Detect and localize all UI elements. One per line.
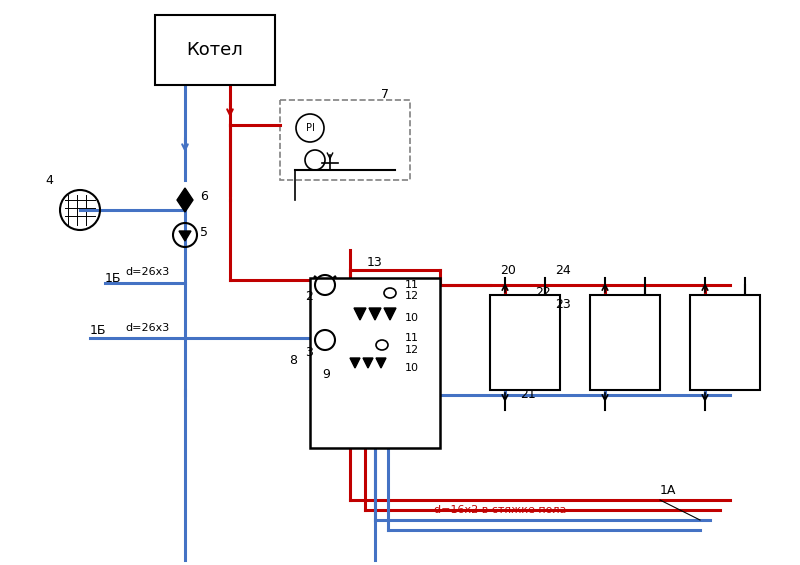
Text: d=26x3: d=26x3 bbox=[126, 323, 170, 333]
Text: 1А: 1А bbox=[660, 484, 676, 497]
Text: 21: 21 bbox=[520, 389, 536, 402]
Bar bbox=[310, 278, 440, 448]
Text: 7: 7 bbox=[381, 89, 389, 102]
Text: 10: 10 bbox=[405, 313, 419, 323]
Text: 24: 24 bbox=[555, 263, 570, 276]
Bar bbox=[690, 295, 760, 390]
Bar bbox=[155, 15, 275, 85]
Bar bbox=[280, 100, 410, 180]
Text: Котел: Котел bbox=[186, 41, 243, 59]
Text: 20: 20 bbox=[500, 263, 516, 276]
Polygon shape bbox=[363, 358, 373, 368]
Text: d=16x2 в стяжке пола: d=16x2 в стяжке пола bbox=[434, 505, 566, 515]
Text: 9: 9 bbox=[322, 368, 330, 381]
Text: d=26x3: d=26x3 bbox=[126, 267, 170, 277]
Text: 1Б: 1Б bbox=[90, 324, 106, 337]
Polygon shape bbox=[177, 188, 193, 200]
Polygon shape bbox=[350, 358, 360, 368]
Text: 1Б: 1Б bbox=[105, 272, 122, 285]
Text: 3: 3 bbox=[305, 346, 313, 359]
Text: 2: 2 bbox=[305, 290, 313, 303]
Text: 6: 6 bbox=[200, 189, 208, 202]
Polygon shape bbox=[369, 308, 381, 320]
Text: 12: 12 bbox=[405, 345, 419, 355]
Text: 4: 4 bbox=[45, 173, 53, 186]
Text: 8: 8 bbox=[289, 354, 297, 367]
Text: PI: PI bbox=[306, 123, 314, 133]
Bar bbox=[590, 295, 660, 390]
Text: 5: 5 bbox=[200, 227, 208, 240]
Text: 23: 23 bbox=[555, 298, 570, 311]
Polygon shape bbox=[177, 200, 193, 212]
Polygon shape bbox=[354, 308, 366, 320]
Polygon shape bbox=[384, 308, 396, 320]
Text: 11: 11 bbox=[405, 333, 419, 343]
Text: 12: 12 bbox=[405, 291, 419, 301]
Bar bbox=[490, 295, 560, 390]
Polygon shape bbox=[376, 358, 386, 368]
Polygon shape bbox=[179, 231, 191, 241]
Text: 11: 11 bbox=[405, 280, 419, 290]
Text: 22: 22 bbox=[535, 286, 550, 299]
Text: 10: 10 bbox=[405, 363, 419, 373]
Text: 13: 13 bbox=[367, 257, 383, 270]
